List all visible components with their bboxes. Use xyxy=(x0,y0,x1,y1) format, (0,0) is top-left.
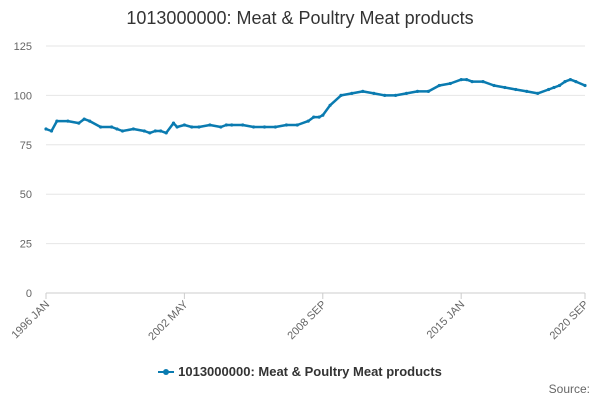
data-point[interactable] xyxy=(568,78,573,82)
data-point[interactable] xyxy=(459,78,463,82)
x-tick-label: 2020 SEP xyxy=(548,299,592,343)
data-point[interactable] xyxy=(448,81,452,86)
y-tick-label: 25 xyxy=(20,239,32,251)
data-point[interactable] xyxy=(224,123,228,127)
data-point[interactable] xyxy=(55,119,59,123)
data-point[interactable] xyxy=(148,131,152,135)
data-point[interactable] xyxy=(115,127,119,131)
y-tick-label: 125 xyxy=(14,41,32,53)
legend-label: 1013000000: Meat & Poultry Meat products xyxy=(178,364,442,379)
data-point[interactable] xyxy=(552,85,556,90)
data-point[interactable] xyxy=(583,83,587,88)
data-point[interactable] xyxy=(88,119,92,123)
chart-title: 1013000000: Meat & Poultry Meat products xyxy=(126,8,474,28)
y-tick-label: 0 xyxy=(26,288,32,300)
data-point[interactable] xyxy=(563,80,567,84)
data-point[interactable] xyxy=(182,123,186,127)
series-line xyxy=(45,78,586,135)
data-point[interactable] xyxy=(197,125,201,129)
data-point[interactable] xyxy=(295,123,299,127)
data-point[interactable] xyxy=(470,80,474,84)
data-point[interactable] xyxy=(317,115,321,119)
data-point[interactable] xyxy=(321,113,325,117)
data-point[interactable] xyxy=(273,125,277,129)
data-point[interactable] xyxy=(99,125,103,129)
data-point[interactable] xyxy=(153,129,157,133)
data-point[interactable] xyxy=(361,89,365,93)
data-point[interactable] xyxy=(284,123,288,127)
data-point[interactable] xyxy=(230,123,234,127)
data-point[interactable] xyxy=(372,91,376,95)
data-point[interactable] xyxy=(252,125,256,129)
data-point[interactable] xyxy=(44,127,48,131)
data-point[interactable] xyxy=(492,83,496,88)
x-tick-label: 2015 JAN xyxy=(425,299,468,342)
data-point[interactable] xyxy=(142,129,146,133)
data-point[interactable] xyxy=(306,119,310,123)
data-point[interactable] xyxy=(159,129,163,133)
data-point[interactable] xyxy=(171,121,176,125)
data-point[interactable] xyxy=(404,91,409,95)
source-label: Source: xyxy=(548,382,590,396)
data-point[interactable] xyxy=(574,80,578,84)
data-point[interactable] xyxy=(339,93,343,97)
x-axis xyxy=(45,292,586,299)
series-layer xyxy=(44,78,587,135)
y-axis-tick-labels: 0 25 50 75 100 125 xyxy=(14,41,32,300)
y-tick-label: 75 xyxy=(20,140,32,152)
data-point[interactable] xyxy=(437,83,441,88)
data-point[interactable] xyxy=(82,117,86,121)
data-point[interactable] xyxy=(481,80,485,84)
data-point[interactable] xyxy=(525,89,529,93)
data-point[interactable] xyxy=(415,89,420,93)
y-tick-label: 50 xyxy=(20,189,32,201)
y-tick-label: 100 xyxy=(14,90,32,102)
data-point[interactable] xyxy=(66,119,70,123)
legend-swatch xyxy=(158,367,175,377)
data-point[interactable] xyxy=(77,121,81,125)
data-point[interactable] xyxy=(120,129,125,133)
legend-item[interactable]: 1013000000: Meat & Poultry Meat products xyxy=(158,364,442,379)
data-point[interactable] xyxy=(262,125,267,129)
data-point[interactable] xyxy=(49,129,54,133)
data-point[interactable] xyxy=(190,125,194,129)
data-point[interactable] xyxy=(536,91,540,95)
data-point[interactable] xyxy=(465,78,469,82)
data-point[interactable] xyxy=(557,83,562,88)
data-point[interactable] xyxy=(219,125,223,129)
data-point[interactable] xyxy=(547,87,551,92)
data-point[interactable] xyxy=(514,87,518,92)
legend[interactable]: 1013000000: Meat & Poultry Meat products xyxy=(0,364,600,380)
data-point[interactable] xyxy=(328,103,332,107)
x-tick-label: 1996 JAN xyxy=(9,299,52,342)
x-tick-label: 2008 SEP xyxy=(285,299,329,343)
x-tick-label: 2002 MAY xyxy=(146,298,191,343)
data-point[interactable] xyxy=(503,85,507,90)
data-point[interactable] xyxy=(131,127,135,131)
data-point[interactable] xyxy=(426,89,430,93)
data-point[interactable] xyxy=(164,131,168,135)
x-axis-tick-labels: 1996 JAN 2002 MAY 2008 SEP 2015 JAN 2020 SEP xyxy=(9,298,591,343)
gridlines xyxy=(46,45,585,245)
data-point[interactable] xyxy=(208,123,212,127)
data-point[interactable] xyxy=(175,125,179,129)
data-point[interactable] xyxy=(110,125,114,129)
data-point[interactable] xyxy=(312,115,316,119)
data-point[interactable] xyxy=(394,93,398,97)
data-point[interactable] xyxy=(350,91,354,95)
data-point[interactable] xyxy=(383,93,387,97)
data-point[interactable] xyxy=(241,123,245,127)
